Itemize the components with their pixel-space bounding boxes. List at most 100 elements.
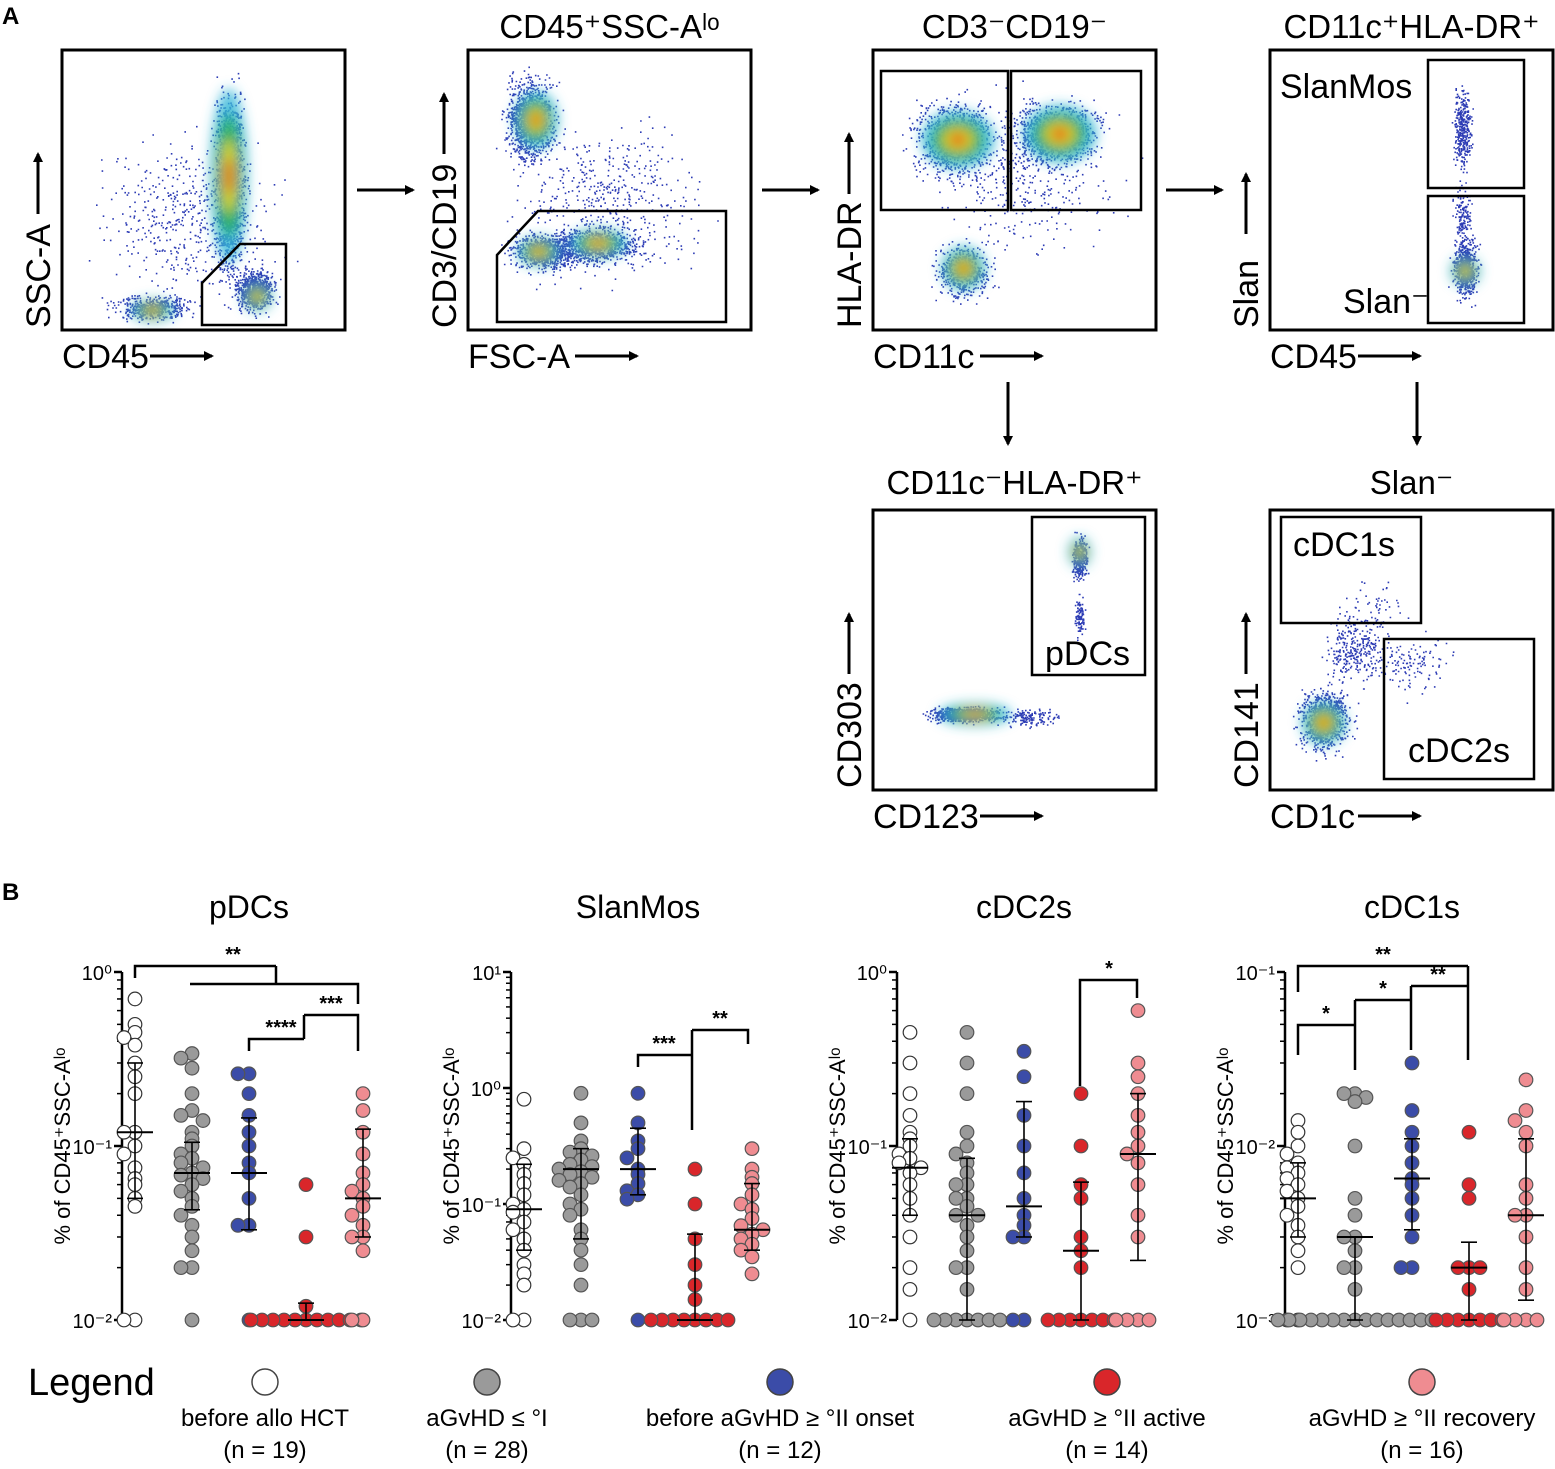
data-point bbox=[195, 1113, 211, 1128]
dot-plot-2: cDC2s 10⁰ 10⁻¹ 10⁻² % of CD45⁺SSC-Aˡᵒ bbox=[825, 889, 1157, 1333]
data-point bbox=[505, 1312, 521, 1328]
data-point bbox=[584, 1169, 600, 1185]
data-point bbox=[1336, 1260, 1352, 1276]
data-point bbox=[562, 1207, 578, 1223]
sig-bracket bbox=[190, 982, 360, 1004]
data-point bbox=[1005, 1312, 1021, 1328]
flow-events bbox=[1292, 581, 1455, 762]
data-point bbox=[184, 1086, 200, 1102]
data-point bbox=[127, 1198, 143, 1214]
data-point bbox=[230, 1217, 246, 1233]
flow-events bbox=[902, 80, 1144, 305]
significance-label: **** bbox=[265, 1017, 296, 1039]
legend-swatch bbox=[1408, 1368, 1436, 1396]
data-point bbox=[184, 1060, 200, 1076]
data-point bbox=[720, 1312, 736, 1328]
data-point bbox=[1347, 1190, 1363, 1206]
dot-plot-3: cDC1s 10⁻¹ 10⁻² 10⁻³ % of CD45⁺SSC-Aˡᵒ bbox=[1213, 889, 1545, 1333]
dot-plot-1: SlanMos 10¹ 10⁰ 10⁻¹ 10⁻² % of CD45⁺SSC-Aˡᵒ bbox=[439, 889, 771, 1333]
data-point bbox=[173, 1107, 189, 1123]
flow-plot-p5 bbox=[871, 508, 1158, 792]
data-point bbox=[619, 1150, 635, 1166]
flow-title-p6: Slan⁻ bbox=[1370, 464, 1453, 501]
series-1 bbox=[1270, 1086, 1440, 1328]
series-4 bbox=[1496, 1072, 1545, 1328]
flow-xlabel-p1: CD45 bbox=[62, 338, 149, 376]
data-point bbox=[1461, 1177, 1477, 1193]
legend-count: (n = 12) bbox=[738, 1437, 821, 1464]
y-axis-label: % of CD45⁺SSC-Aˡᵒ bbox=[439, 1048, 464, 1245]
tick-label: 10⁻¹ bbox=[462, 1195, 502, 1217]
data-point bbox=[173, 1155, 189, 1171]
data-point bbox=[551, 1172, 567, 1188]
data-point bbox=[241, 1086, 257, 1102]
tick-label: 10⁻² bbox=[1236, 1137, 1276, 1159]
data-point bbox=[562, 1179, 578, 1195]
density-peak bbox=[531, 113, 541, 127]
data-point bbox=[1404, 1055, 1420, 1071]
series-1 bbox=[173, 1046, 211, 1328]
data-point bbox=[902, 1260, 918, 1276]
legend-item-0: before allo HCT (n = 19) bbox=[181, 1368, 349, 1464]
data-point bbox=[1073, 1086, 1089, 1102]
data-point bbox=[948, 1260, 964, 1276]
data-point bbox=[1073, 1138, 1089, 1154]
event-cloud bbox=[902, 80, 1144, 305]
event-cloud bbox=[922, 531, 1091, 730]
data-point bbox=[744, 1266, 760, 1282]
tick-label: 10⁻¹ bbox=[1236, 963, 1276, 985]
data-point bbox=[1279, 1146, 1295, 1162]
plot-title: cDC2s bbox=[976, 889, 1072, 925]
plot-frame bbox=[871, 508, 1158, 792]
panel-label-a: A bbox=[2, 3, 19, 30]
density-peak bbox=[1462, 268, 1469, 275]
gate-cd11c-neg bbox=[879, 69, 1010, 212]
flow-ylabel-p4: Slan bbox=[1228, 260, 1266, 328]
series-4 bbox=[344, 1086, 381, 1328]
plot-title: SlanMos bbox=[576, 889, 701, 925]
legend-item-3: aGvHD ≥ °II active (n = 14) bbox=[1008, 1368, 1206, 1464]
flow-events bbox=[495, 66, 719, 292]
data-point bbox=[1518, 1072, 1534, 1088]
gate-slan-neg bbox=[1426, 194, 1526, 325]
density-peak bbox=[147, 308, 158, 313]
data-point bbox=[926, 1312, 942, 1328]
data-point bbox=[959, 1124, 975, 1140]
data-point bbox=[298, 1177, 314, 1193]
sig-bracket bbox=[304, 1013, 360, 1051]
density-peak bbox=[225, 157, 233, 195]
data-point bbox=[562, 1312, 578, 1328]
data-point bbox=[573, 1257, 589, 1273]
legend-count: (n = 28) bbox=[445, 1437, 528, 1464]
data-point bbox=[116, 1312, 132, 1328]
significance-label: ** bbox=[712, 1008, 728, 1030]
density-cores bbox=[1450, 256, 1480, 286]
legend-count: (n = 16) bbox=[1380, 1437, 1463, 1464]
data-point bbox=[630, 1085, 646, 1101]
legend-label: before aGvHD ≥ °II onset bbox=[646, 1405, 915, 1432]
plot-frame bbox=[60, 48, 347, 332]
density-peak bbox=[254, 293, 261, 300]
y-axis-label: % of CD45⁺SSC-Aˡᵒ bbox=[825, 1048, 850, 1245]
data-point bbox=[902, 1024, 918, 1040]
data-point bbox=[948, 1146, 964, 1162]
data-point bbox=[1336, 1086, 1352, 1102]
data-point bbox=[959, 1086, 975, 1102]
data-point bbox=[992, 1312, 1008, 1328]
flow-ylabel-p5: CD303 bbox=[831, 682, 869, 788]
flow-cytometry-gating: SlanMosSlan⁻pDCscDC1scDC2sCD45SSC-ACD45⁺… bbox=[20, 8, 1555, 836]
data-point bbox=[184, 1229, 200, 1245]
tick-label: 10⁰ bbox=[82, 963, 112, 985]
significance-label: *** bbox=[319, 993, 343, 1015]
series-0 bbox=[116, 991, 153, 1328]
sig-bracket bbox=[1296, 1023, 1355, 1055]
data-point bbox=[948, 1190, 964, 1206]
flow-ylabel-p3: HLA-DR bbox=[831, 201, 869, 328]
data-point bbox=[687, 1196, 703, 1212]
series-3 bbox=[1428, 1124, 1510, 1328]
flow-ylabel-p6: CD141 bbox=[1228, 682, 1266, 788]
sig-bracket bbox=[133, 964, 276, 978]
data-point bbox=[902, 1312, 918, 1328]
plot-title: cDC1s bbox=[1364, 889, 1460, 925]
